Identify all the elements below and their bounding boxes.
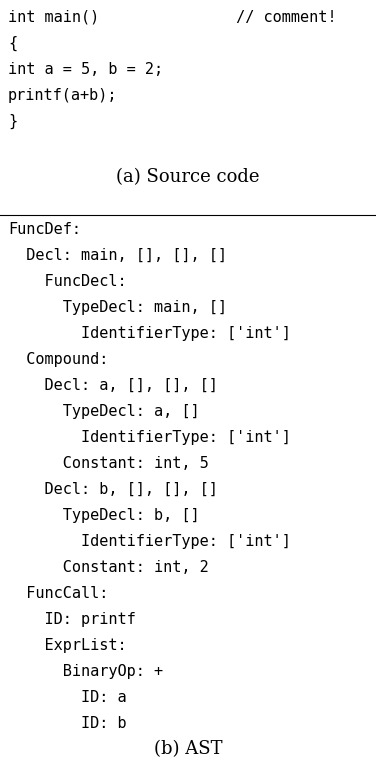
Text: {: { [8, 36, 17, 51]
Text: IdentifierType: ['int']: IdentifierType: ['int'] [8, 326, 291, 341]
Text: FuncCall:: FuncCall: [8, 586, 108, 601]
Text: FuncDecl:: FuncDecl: [8, 274, 127, 289]
Text: FuncDef:: FuncDef: [8, 222, 81, 237]
Text: TypeDecl: b, []: TypeDecl: b, [] [8, 508, 200, 523]
Text: Decl: main, [], [], []: Decl: main, [], [], [] [8, 248, 227, 263]
Text: int main()               // comment!: int main() // comment! [8, 10, 337, 25]
Text: }: } [8, 114, 17, 129]
Text: ExprList:: ExprList: [8, 638, 127, 653]
Text: (b) AST: (b) AST [154, 740, 222, 758]
Text: IdentifierType: ['int']: IdentifierType: ['int'] [8, 430, 291, 445]
Text: (a) Source code: (a) Source code [116, 168, 260, 186]
Text: ID: printf: ID: printf [8, 612, 136, 627]
Text: IdentifierType: ['int']: IdentifierType: ['int'] [8, 534, 291, 549]
Text: TypeDecl: main, []: TypeDecl: main, [] [8, 300, 227, 315]
Text: BinaryOp: +: BinaryOp: + [8, 664, 163, 679]
Text: Decl: b, [], [], []: Decl: b, [], [], [] [8, 482, 218, 497]
Text: ID: a: ID: a [8, 690, 127, 705]
Text: Decl: a, [], [], []: Decl: a, [], [], [] [8, 378, 218, 393]
Text: TypeDecl: a, []: TypeDecl: a, [] [8, 404, 200, 419]
Text: Constant: int, 5: Constant: int, 5 [8, 456, 209, 471]
Text: Compound:: Compound: [8, 352, 108, 367]
Text: printf(a+b);: printf(a+b); [8, 88, 117, 103]
Text: ID: b: ID: b [8, 716, 127, 731]
Text: int a = 5, b = 2;: int a = 5, b = 2; [8, 62, 163, 77]
Text: Constant: int, 2: Constant: int, 2 [8, 560, 209, 575]
